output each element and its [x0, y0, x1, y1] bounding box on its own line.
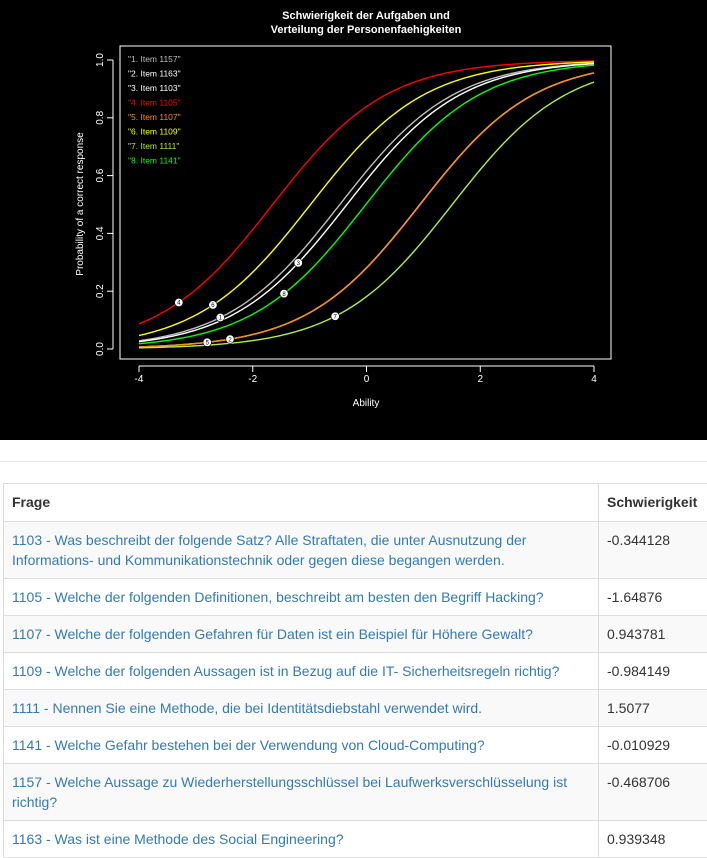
- chart-title-line-2: Verteilung der Personenfaehigkeiten: [271, 24, 462, 36]
- difficulty-table: Frage Schwierigkeit 1103 - Was beschreib…: [3, 483, 707, 858]
- table-row: 1141 - Welche Gefahr bestehen bei der Ve…: [4, 727, 707, 764]
- section-divider: [0, 440, 707, 462]
- legend-entry-8: "8. Item 1141": [128, 156, 181, 166]
- icc-curve-4: [139, 61, 594, 324]
- table-body: 1103 - Was beschreibt der folgende Satz?…: [4, 522, 707, 858]
- x-tick-label: -4: [135, 374, 144, 385]
- x-tick-label: 2: [477, 374, 483, 385]
- table-row: 1157 - Welche Aussage zu Wiederherstellu…: [4, 764, 707, 821]
- y-tick-label: 0.0: [95, 342, 106, 356]
- icc-curve-2: [139, 73, 594, 347]
- y-tick-label: 0.6: [95, 168, 106, 182]
- difficulty-value: 0.943781: [599, 616, 707, 653]
- legend-entry-2: "2. Item 1163": [128, 69, 181, 79]
- difficulty-table-container: Frage Schwierigkeit 1103 - Was beschreib…: [3, 483, 707, 858]
- legend-entry-4: "4. Item 1105": [128, 98, 181, 108]
- table-row: 1105 - Welche der folgenden Definitionen…: [4, 579, 707, 616]
- difficulty-value: 0.939348: [599, 821, 707, 858]
- question-link[interactable]: 1157 - Welche Aussage zu Wiederherstellu…: [4, 764, 599, 821]
- icc-chart: Schwierigkeit der Aufgaben und Verteilung…: [0, 0, 707, 440]
- icc-curve-5: [139, 73, 594, 347]
- legend-entry-1: "1. Item 1157": [128, 54, 181, 64]
- table-row: 1103 - Was beschreibt der folgende Satz?…: [4, 522, 707, 579]
- legend-entry-6: "6. Item 1109": [128, 127, 181, 137]
- difficulty-value: 1.5077: [599, 690, 707, 727]
- question-link[interactable]: 1107 - Welche der folgenden Gefahren für…: [4, 616, 599, 653]
- table-header-row: Frage Schwierigkeit: [4, 484, 707, 522]
- x-axis-label: Ability: [353, 398, 380, 409]
- header-schwierigkeit: Schwierigkeit: [599, 484, 707, 522]
- question-link[interactable]: 1163 - Was ist eine Methode des Social E…: [4, 821, 599, 858]
- question-link[interactable]: 1141 - Welche Gefahr bestehen bei der Ve…: [4, 727, 599, 764]
- y-tick-label: 0.4: [95, 226, 106, 240]
- icc-curve-1: [139, 63, 594, 341]
- difficulty-value: -0.010929: [599, 727, 707, 764]
- table-row: 1163 - Was ist eine Methode des Social E…: [4, 821, 707, 858]
- difficulty-value: -1.64876: [599, 579, 707, 616]
- x-tick-label: 4: [591, 374, 597, 385]
- question-link[interactable]: 1111 - Nennen Sie eine Methode, die bei …: [4, 690, 599, 727]
- header-frage: Frage: [4, 484, 599, 522]
- legend-entry-3: "3. Item 1103": [128, 83, 181, 93]
- table-row: 1111 - Nennen Sie eine Methode, die bei …: [4, 690, 707, 727]
- legend-entry-5: "5. Item 1107": [128, 112, 181, 122]
- icc-plot-panel: Schwierigkeit der Aufgaben und Verteilung…: [0, 0, 707, 440]
- y-tick-label: 0.2: [95, 284, 106, 298]
- table-row: 1107 - Welche der folgenden Gefahren für…: [4, 616, 707, 653]
- chart-title-line-1: Schwierigkeit der Aufgaben und: [282, 10, 450, 22]
- question-link[interactable]: 1103 - Was beschreibt der folgende Satz?…: [4, 522, 599, 579]
- difficulty-value: -0.984149: [599, 653, 707, 690]
- legend-entry-7: "7. Item 1111": [128, 141, 179, 151]
- y-axis-label: Probability of a correct response: [75, 132, 86, 276]
- x-tick-label: -2: [248, 374, 257, 385]
- icc-curve-6: [139, 62, 594, 336]
- question-link[interactable]: 1109 - Welche der folgenden Aussagen ist…: [4, 653, 599, 690]
- y-tick-label: 1.0: [95, 53, 106, 67]
- x-tick-label: 0: [364, 374, 370, 385]
- question-link[interactable]: 1105 - Welche der folgenden Definitionen…: [4, 579, 599, 616]
- difficulty-value: -0.344128: [599, 522, 707, 579]
- table-row: 1109 - Welche der folgenden Aussagen ist…: [4, 653, 707, 690]
- difficulty-value: -0.468706: [599, 764, 707, 821]
- y-tick-label: 0.8: [95, 110, 106, 124]
